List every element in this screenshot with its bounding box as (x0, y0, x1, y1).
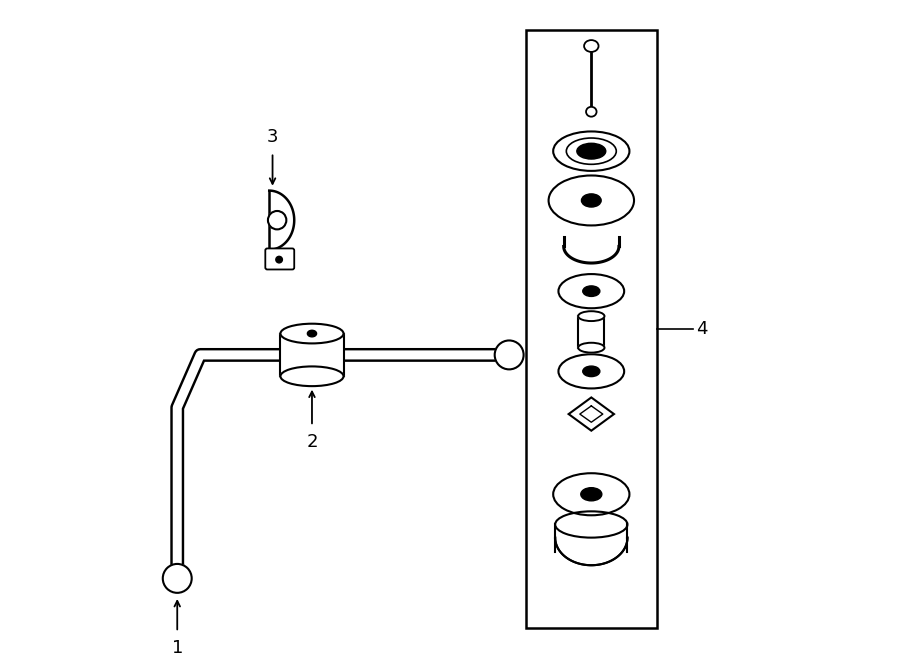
Ellipse shape (578, 343, 605, 352)
Polygon shape (569, 397, 614, 431)
Ellipse shape (577, 143, 606, 159)
Text: 4: 4 (697, 320, 708, 338)
Ellipse shape (281, 324, 344, 344)
Circle shape (163, 564, 192, 593)
Ellipse shape (581, 194, 601, 207)
Bar (281, 334, 344, 376)
Ellipse shape (558, 354, 625, 389)
Ellipse shape (578, 311, 605, 321)
Ellipse shape (583, 286, 600, 296)
Ellipse shape (580, 488, 602, 501)
Ellipse shape (275, 256, 283, 263)
Ellipse shape (586, 107, 597, 116)
FancyBboxPatch shape (266, 249, 294, 270)
Polygon shape (555, 537, 627, 565)
Ellipse shape (308, 330, 317, 337)
Bar (578, 316, 605, 348)
Ellipse shape (555, 512, 627, 537)
Circle shape (495, 340, 524, 369)
Ellipse shape (554, 132, 629, 171)
Ellipse shape (554, 473, 629, 516)
Ellipse shape (584, 40, 598, 52)
Ellipse shape (558, 274, 625, 308)
Ellipse shape (549, 175, 634, 225)
Ellipse shape (268, 211, 286, 229)
Bar (526, 30, 657, 628)
Text: 1: 1 (172, 639, 183, 657)
Polygon shape (269, 190, 294, 250)
Polygon shape (563, 237, 619, 263)
Text: 2: 2 (306, 433, 318, 451)
Text: 3: 3 (266, 128, 278, 146)
Ellipse shape (583, 366, 600, 377)
Ellipse shape (281, 366, 344, 386)
